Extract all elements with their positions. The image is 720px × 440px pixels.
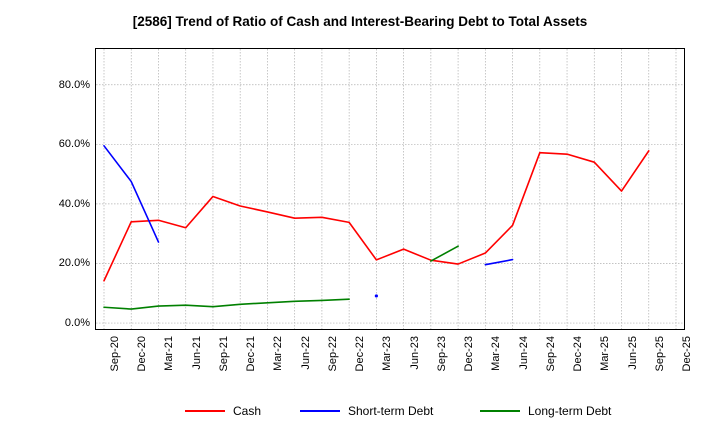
series-line-cash [103,150,650,282]
x-axis-tick-label: Dec-20 [136,336,149,372]
x-axis-tick-label: Sep-21 [217,336,230,372]
x-axis-tick-label: Mar-24 [490,336,503,371]
legend-item: Cash [185,400,261,422]
x-axis-tick-label: Dec-25 [681,336,693,372]
x-axis-tick-label: Dec-24 [572,336,585,372]
series-line-long-term-debt [430,245,459,262]
x-axis-tick-label: Sep-22 [326,336,339,372]
x-axis-tick-label: Sep-24 [544,336,557,372]
legend-label: Cash [233,404,262,418]
y-axis-tick-label: 20.0% [58,257,90,270]
data-point [374,294,378,298]
x-axis-tick-label: Jun-22 [299,336,312,370]
legend-label: Short-term Debt [348,404,434,418]
x-axis-tick-label: Sep-25 [653,336,666,372]
x-axis-tick-label: Jun-24 [517,336,530,370]
x-axis-tick-label: Dec-22 [354,336,367,372]
x-axis-tick-label: Mar-21 [163,336,176,371]
legend-item: Long-term Debt [480,400,611,422]
legend-swatch [185,410,225,412]
x-axis-tick-label: Mar-23 [381,336,394,371]
y-axis-tick-label: 80.0% [58,78,90,91]
chart-legend: Cash Short-term Debt Long-term Debt [0,400,720,430]
x-axis-tick-label: Sep-20 [109,336,121,372]
x-axis-tick-label: Dec-21 [245,336,258,372]
chart-title: [2586] Trend of Ratio of Cash and Intere… [132,14,588,29]
x-axis-labels: Sep-20 Dec-20 Mar-21 Jun-21 Sep-21 Dec-21 Mar-… [95,332,693,402]
chart-svg [96,49,684,329]
legend-swatch [480,410,520,412]
series-line-long-term-debt [103,298,350,310]
x-axis-tick-label: Jun-21 [190,336,203,370]
series-line-short-term-debt [103,145,160,243]
x-axis-tick-label: Sep-23 [435,336,448,372]
plot-area [95,48,685,330]
legend-item: Short-term Debt [300,400,433,422]
y-axis-tick-label: 60.0% [58,138,90,151]
x-axis-tick-label: Jun-23 [408,336,421,370]
x-axis-tick-label: Jun-25 [626,336,639,370]
legend-label: Long-term Debt [528,404,612,418]
y-axis-tick-label: 40.0% [58,197,90,210]
y-axis-labels: 0.0% 20.0% 40.0% 60.0% 80.0% [28,48,90,330]
x-axis-tick-label: Dec-23 [463,336,476,372]
legend-swatch [300,410,340,412]
x-axis-tick-label: Mar-22 [272,336,285,371]
series-line-short-term-debt [484,258,514,266]
x-axis-tick-label: Mar-25 [599,336,612,371]
y-axis-tick-label: 0.0% [64,317,90,330]
